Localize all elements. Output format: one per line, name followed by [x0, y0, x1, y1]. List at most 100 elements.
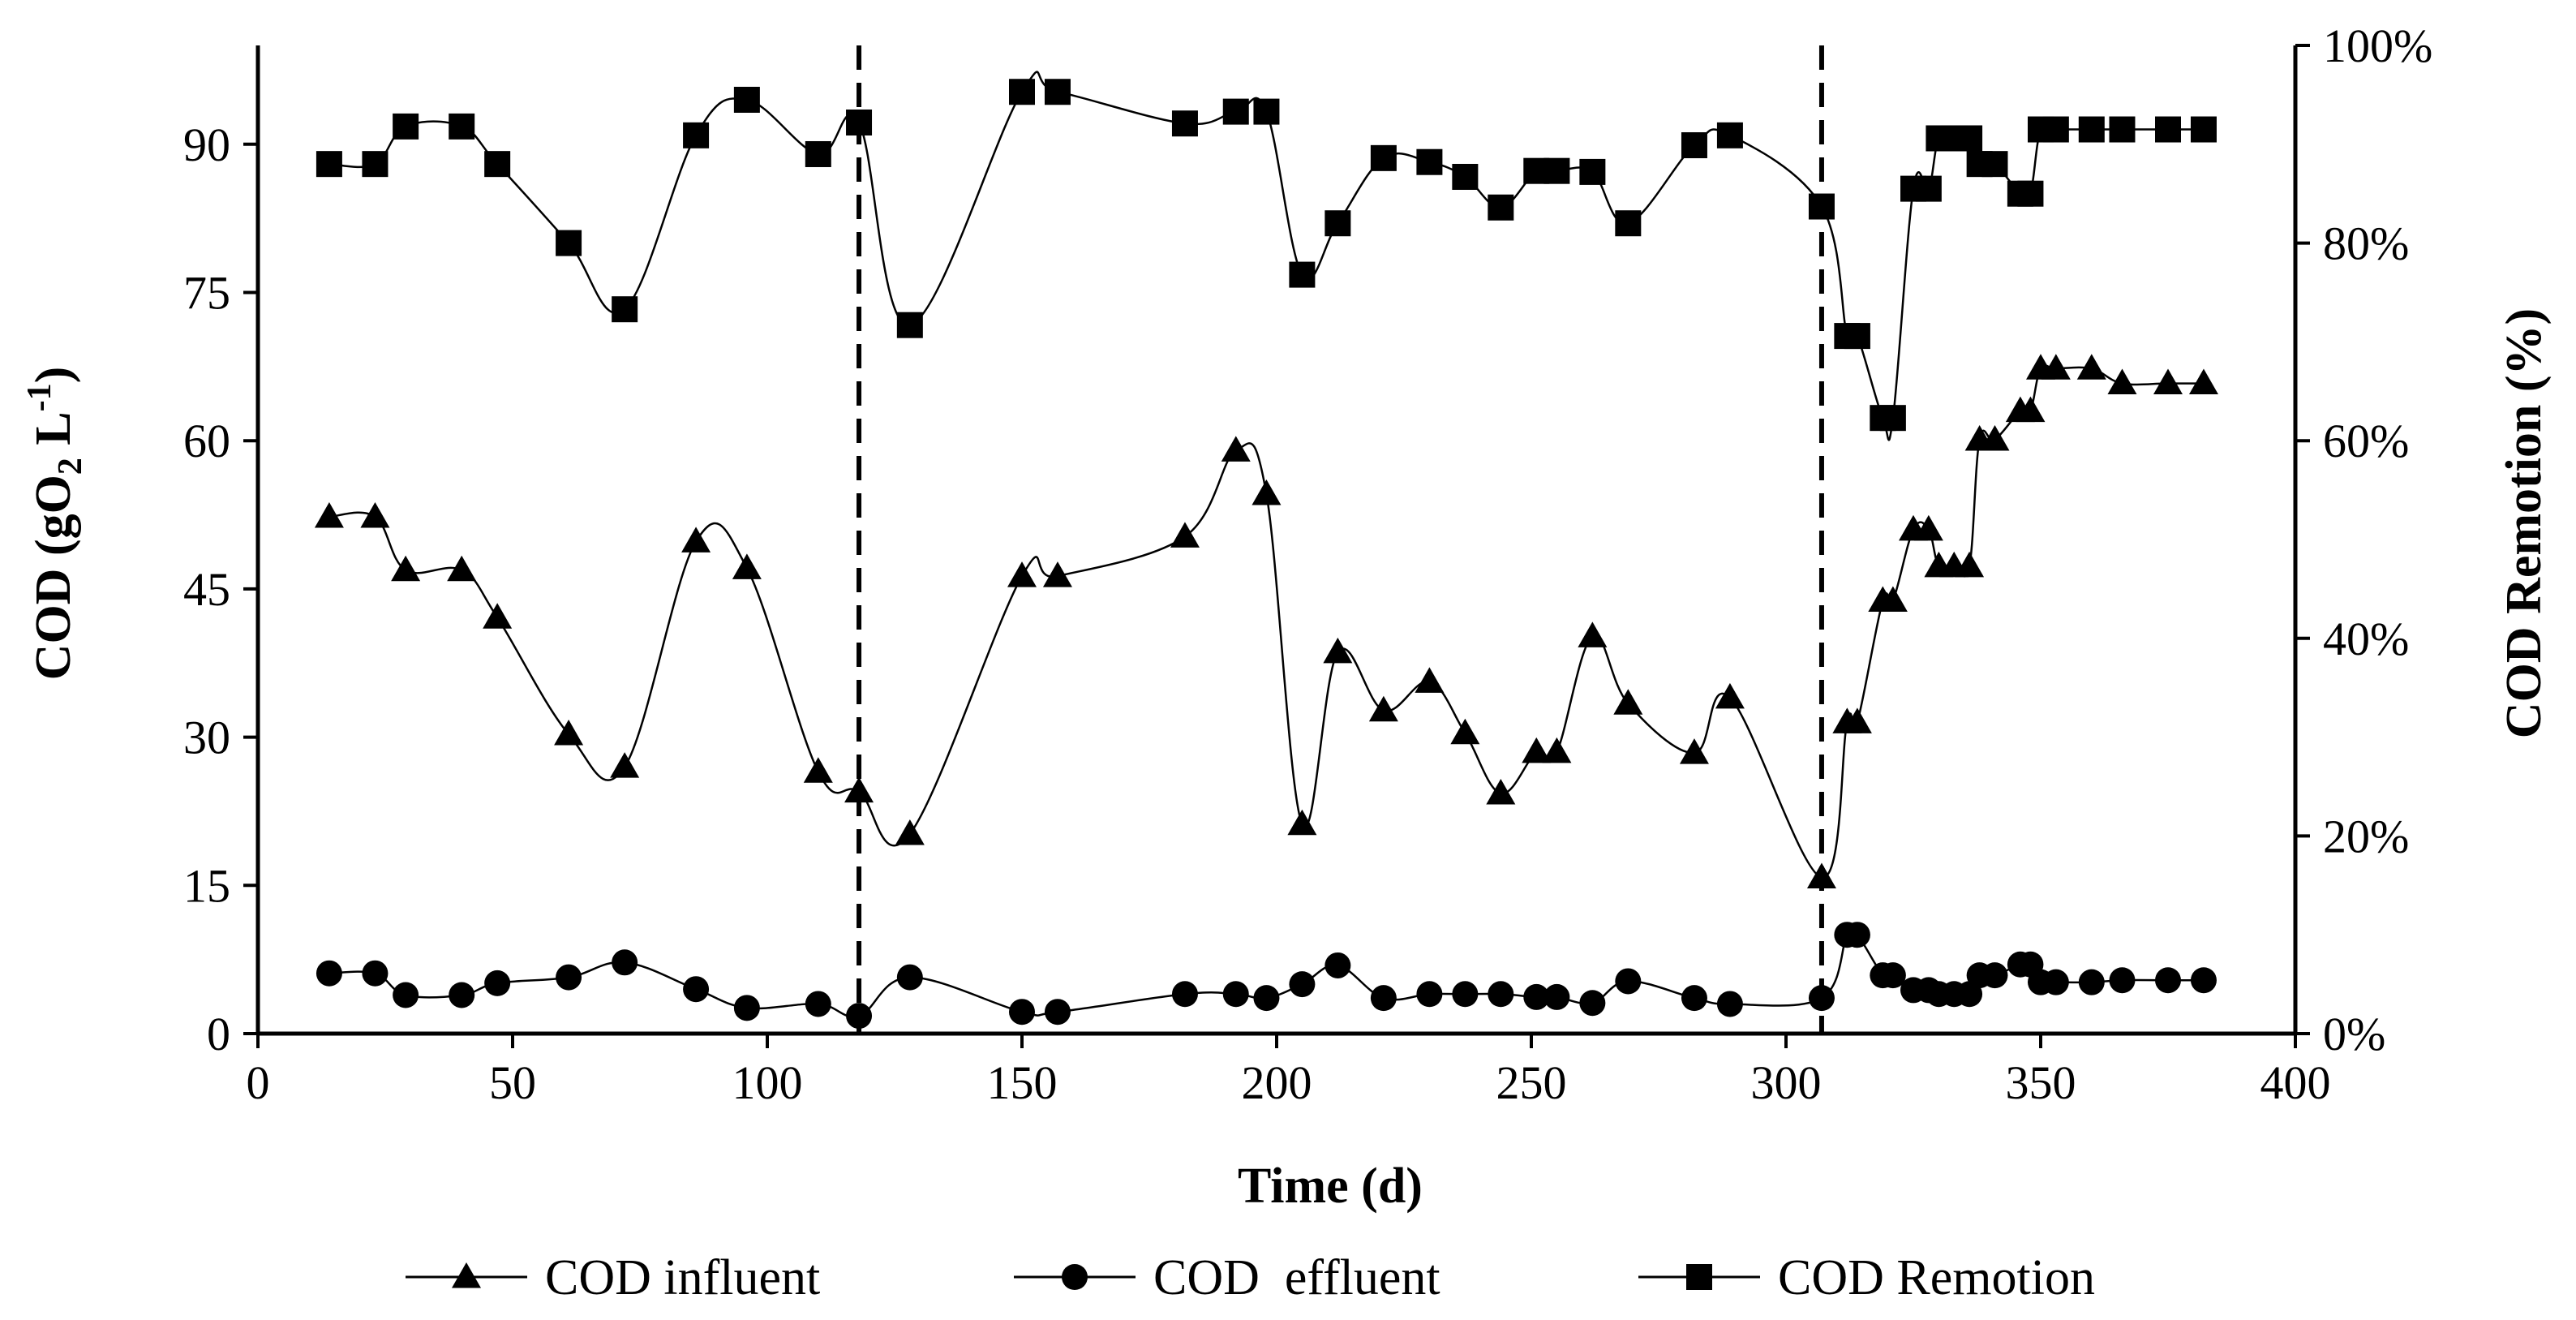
data-point-square — [683, 122, 710, 148]
data-point-square — [1879, 405, 1906, 432]
data-point-square — [449, 113, 475, 140]
y-right-tick-label: 0% — [2323, 1008, 2385, 1060]
data-point-square — [1716, 122, 1743, 148]
data-point-circle — [484, 970, 511, 996]
data-point-triangle — [1170, 522, 1200, 548]
y-right-tick-label: 80% — [2323, 217, 2409, 270]
data-point-triangle — [2041, 354, 2071, 380]
data-point-square — [1808, 193, 1835, 220]
data-point-circle — [683, 976, 710, 1003]
data-point-square — [1579, 158, 1606, 185]
ticks: 0 50 100 150 200 250 300 350 400 0 15 30 45 60 75 90 0% 2… — [183, 19, 2432, 1109]
data-point-circle — [449, 982, 475, 1008]
y-right-tick-label: 60% — [2323, 415, 2409, 467]
x-tick-label: 200 — [1242, 1056, 1312, 1109]
data-point-triangle — [1522, 737, 1552, 763]
data-point-triangle — [844, 776, 874, 803]
data-point-triangle — [1679, 738, 1709, 764]
data-point-circle — [1416, 981, 1443, 1008]
series-square — [316, 71, 2217, 441]
data-point-square — [2155, 116, 2181, 143]
data-point-triangle — [1913, 514, 1943, 541]
data-point-square — [393, 113, 419, 140]
data-point-square — [1416, 148, 1443, 175]
data-point-circle — [1289, 971, 1316, 998]
y-left-tick-label: 0 — [207, 1008, 230, 1060]
data-point-circle — [896, 964, 923, 991]
data-point-circle — [1253, 985, 1280, 1012]
data-point-triangle — [391, 555, 421, 582]
data-point-square — [2017, 180, 2044, 207]
data-point-triangle — [610, 752, 640, 778]
data-point-triangle — [1007, 561, 1037, 587]
data-point-triangle — [1806, 862, 1836, 889]
x-axis-title: Time (d) — [1238, 1159, 1423, 1214]
y-right-axis-title: COD Remotion (%) — [2497, 308, 2552, 738]
data-point-triangle — [1980, 424, 2010, 451]
data-point-square — [2109, 116, 2136, 143]
data-point-circle — [1579, 990, 1606, 1017]
data-point-square — [1044, 79, 1071, 105]
y-left-title-end: ) — [26, 367, 81, 384]
legend-label: COD effluent — [1153, 1250, 1440, 1305]
data-point-triangle — [2107, 368, 2137, 395]
data-point-square — [484, 151, 511, 178]
data-point-circle — [1808, 985, 1835, 1012]
data-point-triangle — [732, 553, 762, 579]
y-left-title-main: COD (gO — [26, 475, 81, 680]
data-point-square — [1615, 210, 1642, 237]
series-layer — [314, 71, 2218, 1030]
data-point-circle — [556, 964, 582, 991]
y-left-tick-label: 60 — [183, 415, 230, 467]
y-left-title-sup: -1 — [21, 383, 58, 411]
data-point-circle — [1370, 985, 1397, 1012]
data-point-triangle — [2153, 368, 2183, 395]
data-point-circle — [1844, 922, 1870, 948]
data-point-circle — [1324, 952, 1351, 978]
data-point-circle — [2109, 967, 2136, 994]
data-point-circle — [316, 960, 342, 987]
data-point-triangle — [1450, 718, 1480, 745]
data-point-triangle — [483, 603, 513, 629]
data-point-square — [1222, 98, 1249, 125]
data-point-triangle — [447, 555, 477, 582]
legend-label: COD influent — [545, 1250, 820, 1305]
data-point-triangle — [1842, 707, 1872, 733]
data-point-triangle — [803, 757, 833, 783]
data-point-square — [1324, 210, 1351, 237]
y-left-tick-label: 15 — [183, 859, 230, 912]
legend-marker-circle — [1062, 1264, 1088, 1290]
x-tick-label: 400 — [2260, 1056, 2331, 1109]
series-triangle — [314, 354, 2218, 889]
data-point-triangle — [1323, 637, 1353, 664]
data-point-triangle — [1368, 695, 1398, 722]
data-point-circle — [1044, 999, 1071, 1025]
data-point-square — [1253, 98, 1280, 125]
data-point-square — [1370, 144, 1397, 171]
x-tick-label: 100 — [732, 1056, 803, 1109]
x-tick-label: 150 — [987, 1056, 1058, 1109]
data-point-square — [1956, 125, 1983, 152]
data-point-circle — [1222, 981, 1249, 1008]
y-left-tick-label: 45 — [183, 563, 230, 616]
data-point-circle — [1171, 981, 1198, 1008]
legend: COD influent COD effluent COD Remotion — [406, 1250, 2095, 1305]
data-point-triangle — [1221, 436, 1251, 462]
data-point-triangle — [1715, 682, 1745, 709]
data-point-square — [846, 110, 873, 136]
data-point-triangle — [1415, 667, 1445, 693]
data-point-circle — [1981, 962, 2008, 989]
data-point-square — [733, 86, 760, 113]
data-point-circle — [1452, 981, 1479, 1008]
data-point-triangle — [681, 527, 711, 553]
data-point-circle — [805, 991, 831, 1017]
data-point-square — [1452, 163, 1479, 190]
data-point-square — [805, 140, 831, 167]
y-right-tick-label: 20% — [2323, 810, 2409, 862]
data-point-triangle — [1486, 779, 1516, 805]
data-point-circle — [2190, 967, 2217, 994]
data-point-circle — [1879, 962, 1906, 989]
data-point-triangle — [1878, 586, 1908, 613]
